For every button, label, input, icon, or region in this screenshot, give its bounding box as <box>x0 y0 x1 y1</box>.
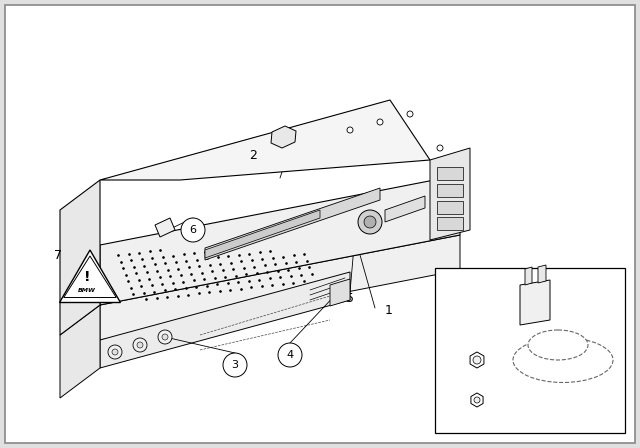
Circle shape <box>437 145 443 151</box>
Polygon shape <box>470 352 484 368</box>
Polygon shape <box>471 393 483 407</box>
Circle shape <box>377 119 383 125</box>
Text: J153089: J153089 <box>585 419 620 428</box>
Polygon shape <box>330 279 350 306</box>
Circle shape <box>407 111 413 117</box>
FancyBboxPatch shape <box>437 217 463 230</box>
Polygon shape <box>100 235 460 340</box>
Circle shape <box>133 338 147 352</box>
Polygon shape <box>60 180 100 335</box>
Polygon shape <box>538 265 546 283</box>
Text: 6: 6 <box>454 273 461 283</box>
Polygon shape <box>385 196 425 222</box>
Circle shape <box>278 343 302 367</box>
FancyBboxPatch shape <box>435 268 625 433</box>
FancyBboxPatch shape <box>437 184 463 197</box>
Polygon shape <box>520 280 550 325</box>
Polygon shape <box>60 250 120 302</box>
Polygon shape <box>205 210 320 258</box>
Text: BMW: BMW <box>78 288 96 293</box>
Polygon shape <box>100 175 460 305</box>
Text: 4: 4 <box>287 350 294 360</box>
Text: 7: 7 <box>54 249 62 262</box>
Text: 4: 4 <box>454 385 461 395</box>
Circle shape <box>364 216 376 228</box>
Circle shape <box>162 334 168 340</box>
Text: 5: 5 <box>346 292 354 305</box>
Circle shape <box>358 210 382 234</box>
FancyBboxPatch shape <box>437 167 463 180</box>
Circle shape <box>347 127 353 133</box>
Circle shape <box>137 342 143 348</box>
Polygon shape <box>64 256 116 297</box>
Ellipse shape <box>528 330 588 360</box>
Text: 1: 1 <box>385 303 393 316</box>
Circle shape <box>473 356 481 364</box>
Polygon shape <box>100 272 350 368</box>
Circle shape <box>108 345 122 359</box>
Circle shape <box>158 330 172 344</box>
Text: 2: 2 <box>249 148 257 161</box>
Circle shape <box>474 397 480 403</box>
FancyBboxPatch shape <box>437 201 463 214</box>
Circle shape <box>112 349 118 355</box>
Polygon shape <box>60 305 100 398</box>
Polygon shape <box>525 267 532 285</box>
Circle shape <box>181 218 205 242</box>
Text: 3: 3 <box>232 360 239 370</box>
Text: !: ! <box>84 270 90 284</box>
Text: 3: 3 <box>454 345 461 355</box>
Polygon shape <box>205 188 380 260</box>
Polygon shape <box>271 126 296 148</box>
Ellipse shape <box>513 337 613 383</box>
Circle shape <box>223 353 247 377</box>
FancyBboxPatch shape <box>5 5 635 443</box>
Polygon shape <box>100 100 430 180</box>
Polygon shape <box>430 148 470 240</box>
Text: 6: 6 <box>189 225 196 235</box>
Polygon shape <box>155 218 175 237</box>
